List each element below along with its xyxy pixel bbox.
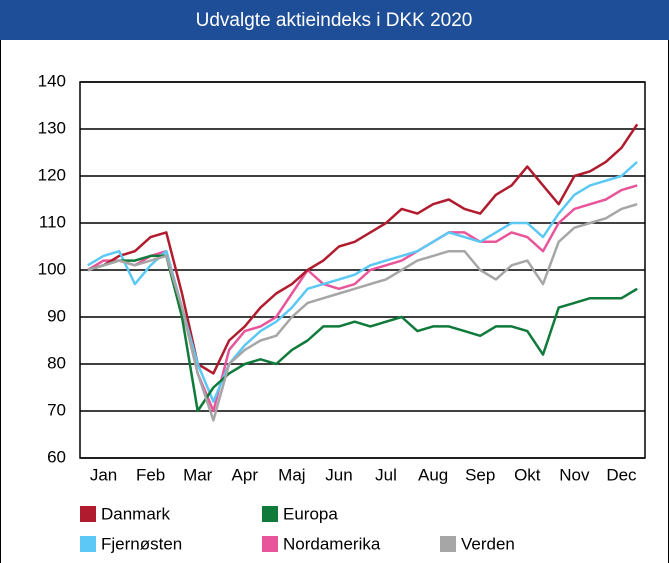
y-tick-label: 60	[47, 447, 66, 466]
legend-label: Danmark	[101, 504, 170, 523]
legend-swatch	[80, 536, 96, 552]
legend-label: Fjernøsten	[101, 534, 182, 553]
legend-label: Verden	[461, 534, 515, 553]
legend-swatch	[262, 506, 278, 522]
y-tick-label: 70	[47, 400, 66, 419]
x-tick-label: Nov	[559, 465, 590, 484]
title-bar	[0, 0, 669, 40]
x-tick-label: Dec	[606, 465, 637, 484]
series-line	[87, 254, 638, 413]
y-tick-label: 80	[47, 353, 66, 372]
x-tick-label: Okt	[514, 465, 541, 484]
series-line	[87, 203, 638, 422]
legend-label: Nordamerika	[283, 534, 381, 553]
legend-swatch	[440, 536, 456, 552]
legend-swatch	[80, 506, 96, 522]
x-tick-label: Feb	[136, 465, 165, 484]
y-tick-label: 140	[38, 71, 66, 90]
x-tick-label: Mar	[183, 465, 213, 484]
x-tick-label: Maj	[278, 465, 305, 484]
legend-swatch	[262, 536, 278, 552]
x-tick-label: Apr	[232, 465, 259, 484]
y-tick-label: 110	[39, 212, 66, 231]
plot-frame	[79, 81, 646, 459]
y-tick-label: 100	[38, 259, 66, 278]
chart-title: Udvalgte aktieindeks i DKK 2020	[196, 10, 473, 31]
x-tick-label: Jul	[375, 465, 397, 484]
x-tick-label: Sep	[465, 465, 495, 484]
x-tick-label: Jan	[90, 465, 117, 484]
x-tick-label: Aug	[418, 465, 448, 484]
series-line	[87, 123, 639, 375]
y-tick-label: 120	[38, 165, 66, 184]
legend-label: Europa	[283, 504, 338, 523]
y-tick-label: 90	[47, 306, 66, 325]
x-tick-label: Jun	[325, 465, 352, 484]
y-tick-label: 130	[38, 118, 66, 137]
